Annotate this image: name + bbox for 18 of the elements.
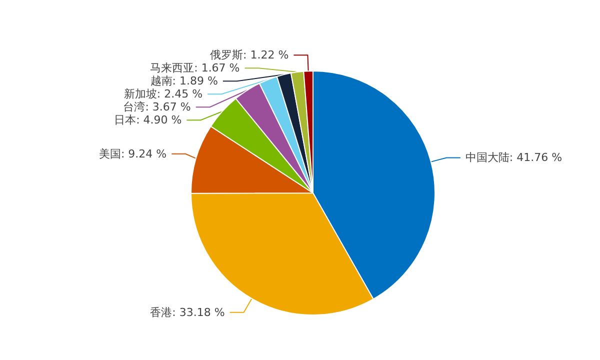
slice-label: 香港 xyxy=(150,306,172,319)
slice-label: 美国 xyxy=(98,147,121,160)
data-label: : 4.90 % xyxy=(136,114,182,127)
slice-label: 新加坡 xyxy=(124,88,157,101)
data-label: : 1.89 % xyxy=(172,74,218,88)
data-label: : 3.67 % xyxy=(145,100,191,114)
data-label: : 9.24 % xyxy=(120,147,167,160)
slice-label: 中国大陆 xyxy=(465,151,510,164)
data-label: : 2.45 % xyxy=(156,88,203,101)
slice-label: 台湾 xyxy=(123,100,146,114)
slice-label: 马来西亚 xyxy=(150,62,194,75)
slice-label: 越南 xyxy=(150,74,172,88)
data-label: : 1.22 % xyxy=(243,48,289,62)
slice-label: 日本 xyxy=(114,114,136,127)
data-label: : 1.67 % xyxy=(194,62,240,75)
data-label: : 33.18 % xyxy=(172,306,225,319)
slice-label: 俄罗斯 xyxy=(210,48,244,62)
data-label: : 41.76 % xyxy=(509,151,562,164)
